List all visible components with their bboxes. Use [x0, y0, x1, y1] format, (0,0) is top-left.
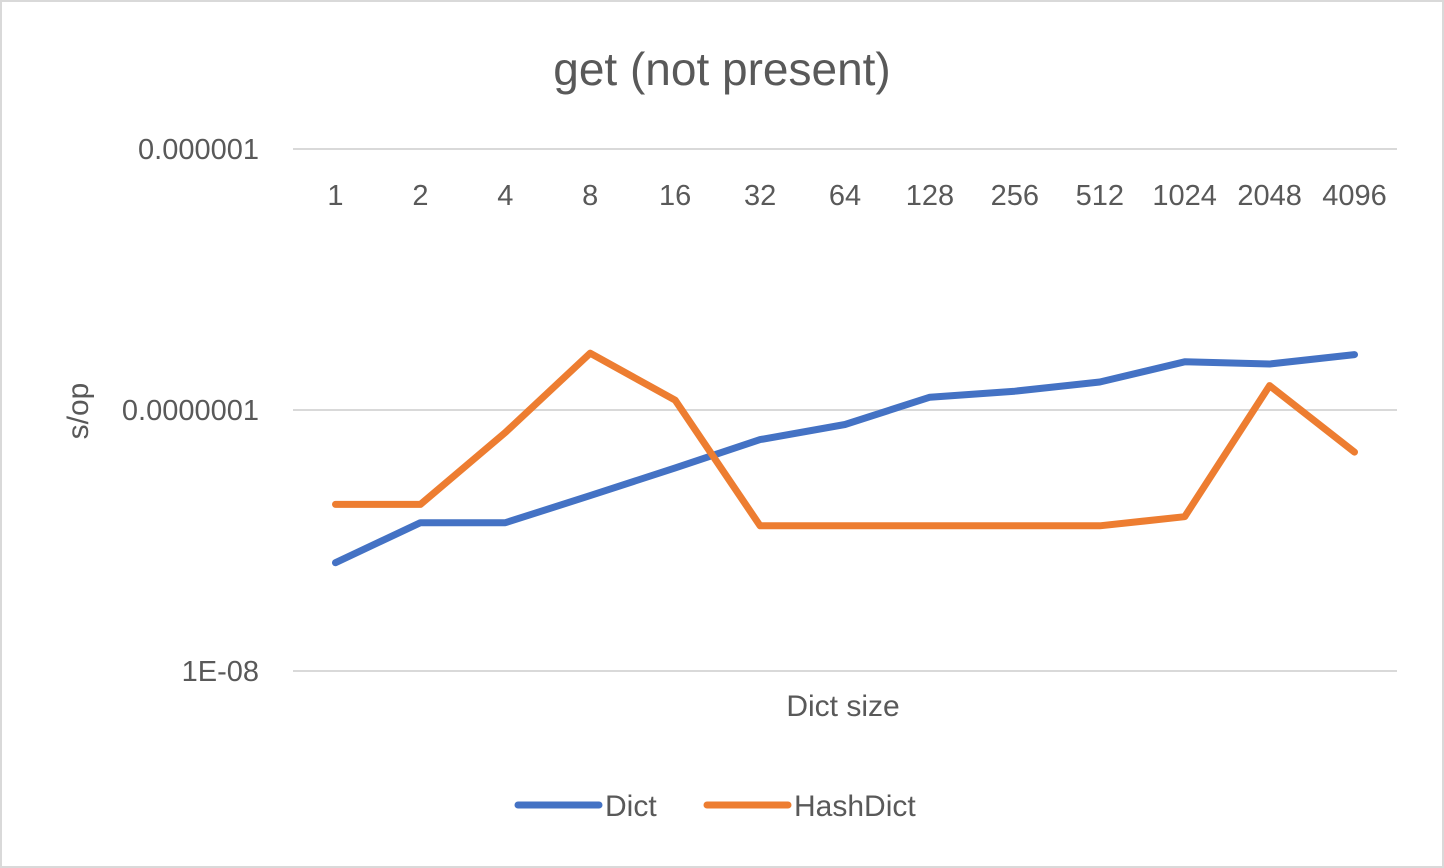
legend-label: Dict [605, 790, 657, 823]
legend-item-hashdict: HashDict [703, 790, 916, 823]
x-axis-title: Dict size [786, 690, 899, 723]
x-tick-label: 2 [412, 180, 428, 212]
y-axis-title: s/op [62, 383, 95, 440]
series-line-hashdict [332, 349, 1358, 530]
legend-item-dict: Dict [514, 790, 657, 823]
x-tick-label: 16 [659, 180, 691, 212]
y-axis-tick-labels: 0.000001 0.0000001 1E-08 [122, 134, 259, 688]
x-tick-label: 4 [497, 180, 513, 212]
chart-title: get (not present) [553, 43, 891, 95]
x-tick-label: 32 [744, 180, 776, 212]
x-tick-label: 512 [1076, 180, 1124, 212]
gridlines [293, 148, 1397, 672]
y-tick-label: 0.000001 [138, 134, 259, 166]
x-axis-tick-labels: 1 2 4 8 16 32 64 128 256 512 1024 2048 4096 [327, 180, 1386, 212]
x-tick-label: 1024 [1152, 180, 1217, 212]
y-tick-label: 0.0000001 [122, 395, 259, 427]
series-lines [332, 349, 1358, 567]
x-tick-label: 128 [906, 180, 954, 212]
y-tick-label: 1E-08 [182, 656, 259, 688]
legend: Dict HashDict [514, 790, 916, 823]
legend-label: HashDict [794, 790, 916, 823]
series-line-dict [332, 351, 1358, 567]
x-tick-label: 256 [991, 180, 1039, 212]
x-tick-label: 4096 [1322, 180, 1387, 212]
x-tick-label: 8 [582, 180, 598, 212]
x-tick-label: 2048 [1237, 180, 1302, 212]
x-tick-label: 1 [327, 180, 343, 212]
x-tick-label: 64 [829, 180, 861, 212]
